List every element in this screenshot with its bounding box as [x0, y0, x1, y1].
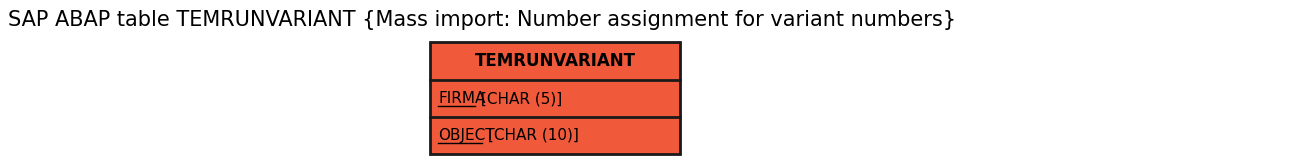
Text: [CHAR (10)]: [CHAR (10)]: [483, 128, 579, 143]
Text: TEMRUNVARIANT: TEMRUNVARIANT: [474, 52, 635, 70]
Text: SAP ABAP table TEMRUNVARIANT {Mass import: Number assignment for variant numbers: SAP ABAP table TEMRUNVARIANT {Mass impor…: [8, 10, 956, 30]
Bar: [430, 42, 680, 154]
Text: FIRMA: FIRMA: [438, 91, 486, 106]
Text: OBJECT: OBJECT: [438, 128, 495, 143]
Text: [CHAR (5)]: [CHAR (5)]: [476, 91, 561, 106]
